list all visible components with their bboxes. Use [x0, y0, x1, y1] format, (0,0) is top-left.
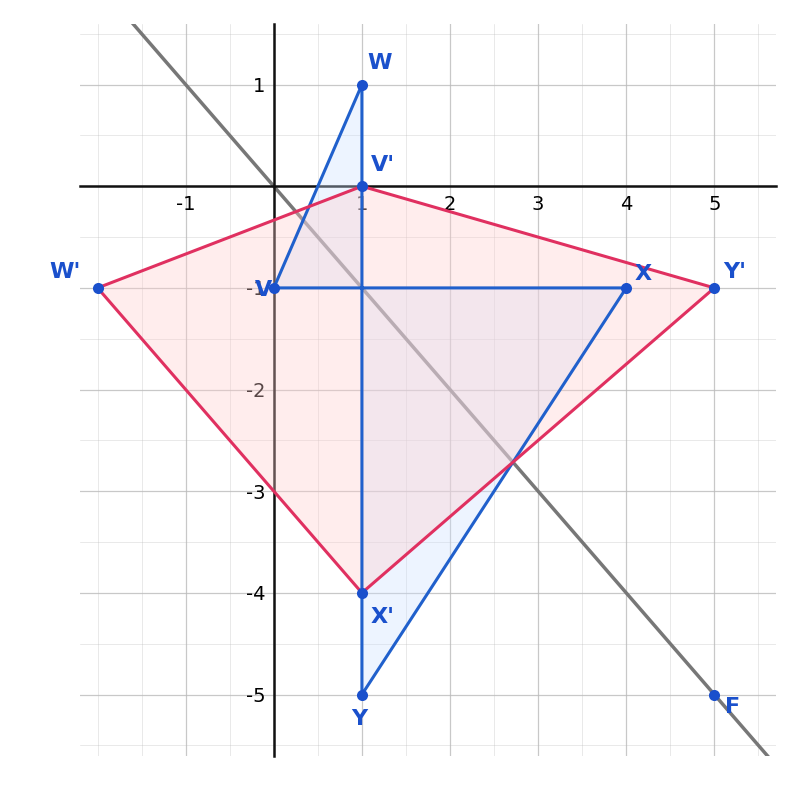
- Text: F: F: [725, 696, 740, 717]
- Text: Y': Y': [723, 262, 746, 282]
- Text: W: W: [367, 54, 392, 73]
- Text: V': V': [370, 155, 395, 175]
- Polygon shape: [98, 187, 714, 593]
- Text: X': X': [370, 608, 394, 627]
- Text: Y: Y: [351, 709, 367, 729]
- Text: V: V: [254, 280, 272, 300]
- Text: X: X: [635, 264, 652, 284]
- Text: W': W': [49, 262, 81, 282]
- Polygon shape: [274, 84, 626, 695]
